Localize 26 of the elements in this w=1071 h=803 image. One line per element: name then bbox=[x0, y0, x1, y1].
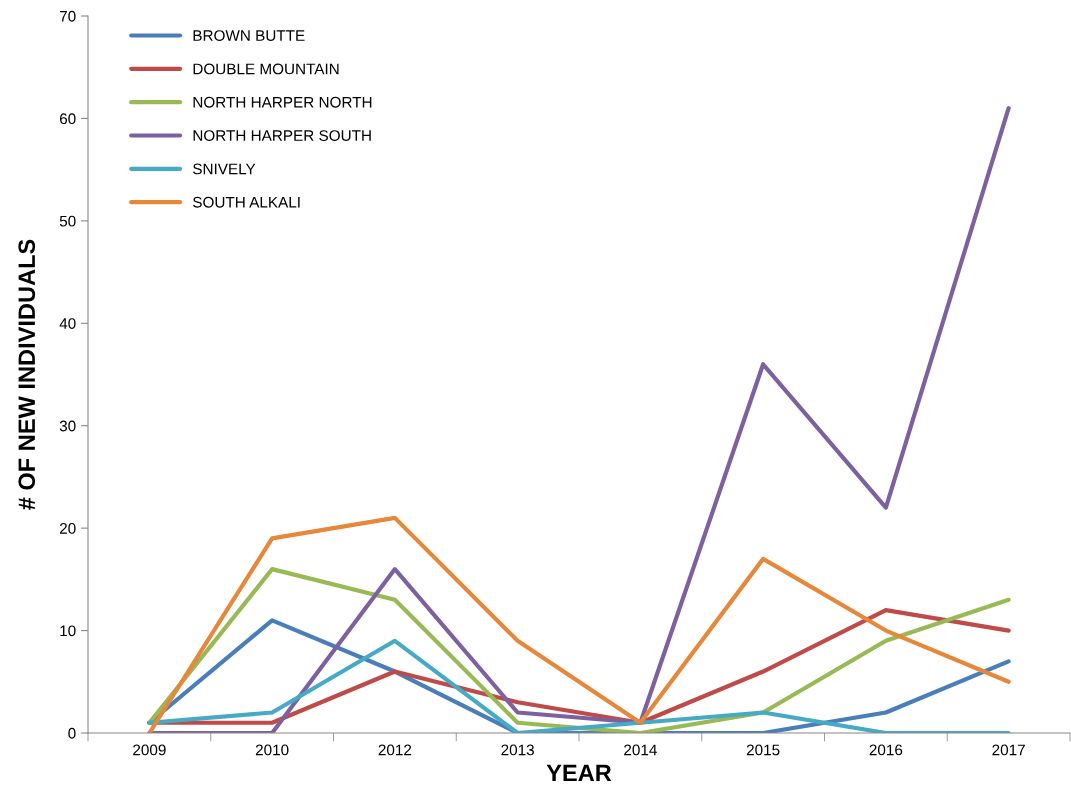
x-tick-label: 2015 bbox=[746, 744, 780, 756]
legend-label: NORTH HARPER NORTH bbox=[193, 96, 372, 108]
legend-label: SNIVELY bbox=[193, 163, 256, 175]
legend-label: NORTH HARPER SOUTH bbox=[193, 130, 371, 141]
x-tick-label: 2009 bbox=[133, 744, 166, 756]
x-tick-label: 2013 bbox=[501, 744, 534, 756]
x-tick-label: 2010 bbox=[255, 744, 289, 756]
y-tick-label: 10 bbox=[60, 625, 76, 637]
x-tick-label: 2012 bbox=[378, 744, 412, 756]
legend-label: BROWN BUTTE bbox=[193, 30, 305, 41]
x-tick-label: 2016 bbox=[869, 744, 903, 756]
y-axis-title: # OF NEW INDIVIDUALS bbox=[18, 239, 36, 510]
line-series bbox=[147, 515, 1011, 733]
y-tick-label: 70 bbox=[59, 10, 76, 22]
line-series bbox=[147, 638, 1011, 733]
x-axis-title: YEAR bbox=[546, 764, 612, 782]
legend-label: DOUBLE MOUNTAIN bbox=[193, 63, 339, 75]
y-tick-label: 0 bbox=[68, 727, 76, 739]
x-tick-label: 2014 bbox=[624, 744, 657, 756]
y-tick-label: 60 bbox=[59, 113, 76, 125]
legend-label: SOUTH ALKALI bbox=[193, 196, 300, 208]
y-tick-label: 30 bbox=[59, 420, 76, 432]
y-tick-label: 50 bbox=[59, 215, 76, 227]
x-tick-label: 2017 bbox=[992, 744, 1025, 756]
y-tick-label: 20 bbox=[59, 523, 76, 534]
y-tick-label: 40 bbox=[59, 318, 76, 329]
